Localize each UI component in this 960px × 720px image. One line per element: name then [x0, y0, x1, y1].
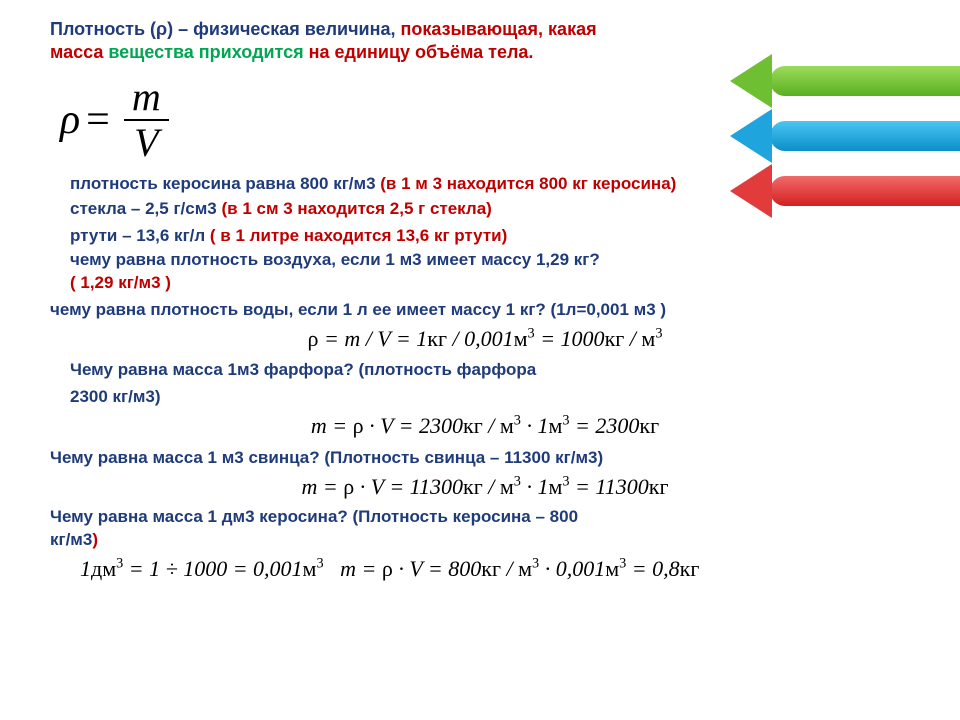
lead-line: Чему равна масса 1 м3 свинца? (Плотность… — [50, 447, 920, 470]
mercury-b: ( в 1 литре находится 13,6 кг ртути) — [210, 226, 507, 245]
kerosene-equation: 1дм3 = 1 ÷ 1000 = 0,001м3 m = ρ · V = 80… — [80, 554, 920, 584]
mercury-a: ртути – 13,6 кг/л — [70, 226, 210, 245]
formula-num: m — [124, 75, 169, 119]
formula-eq: = — [86, 96, 110, 144]
title-part4: вещества приходится — [103, 42, 303, 62]
kero-q3: ) — [92, 530, 98, 549]
kerosene-a: плотность керосина равна 800 кг/м3 — [70, 174, 380, 193]
porcelain-q1: Чему равна масса 1м3 фарфора? (плотность… — [70, 359, 920, 382]
page-content: Плотность (ρ) – физическая величина, пок… — [0, 0, 960, 596]
formula-den: V — [126, 121, 166, 165]
glass-line: стекла – 2,5 г/см3 (в 1 см 3 находится 2… — [70, 198, 920, 221]
title-block: Плотность (ρ) – физическая величина, пок… — [50, 18, 920, 63]
title-part1: Плотность (ρ) – физическая величина, — [50, 19, 395, 39]
formula-lhs: ρ — [60, 96, 80, 144]
air-line: чему равна плотность воздуха, если 1 м3 … — [70, 249, 920, 295]
body-text: плотность керосина равна 800 кг/м3 (в 1 … — [50, 173, 920, 584]
porcelain-q2: 2300 кг/м3) — [70, 386, 920, 409]
kerosene-line: плотность керосина равна 800 кг/м3 (в 1 … — [70, 173, 920, 196]
air-q1: чему равна плотность воздуха, если 1 м3 … — [70, 250, 600, 269]
title-part2: показывающая, какая — [395, 19, 596, 39]
kero-q1: Чему равна масса 1 дм3 керосина? (Плотно… — [50, 506, 920, 529]
kero-q2: кг/м3 — [50, 530, 92, 549]
formula-fraction: m V — [124, 75, 169, 165]
porcelain-equation: m = ρ · V = 2300кг / м3 · 1м3 = 2300кг — [50, 411, 920, 441]
density-formula: ρ = m V — [60, 75, 920, 165]
glass-a: стекла – 2,5 г/см3 — [70, 199, 221, 218]
kerosene-b: (в 1 м 3 находится 800 кг керосина) — [380, 174, 676, 193]
water-equation: ρ = m / V = 1кг / 0,001м3 = 1000кг / м3 — [50, 324, 920, 354]
water-line: чему равна плотность воды, если 1 л ее и… — [50, 299, 920, 322]
glass-b: (в 1 см 3 находится 2,5 г стекла) — [221, 199, 491, 218]
title-part5: на единицу объёма тела. — [304, 42, 534, 62]
mercury-line: ртути – 13,6 кг/л ( в 1 литре находится … — [70, 225, 920, 248]
kero-q2-line: кг/м3) — [50, 529, 920, 552]
lead-equation: m = ρ · V = 11300кг / м3 · 1м3 = 11300кг — [50, 472, 920, 502]
title-part3: масса — [50, 42, 103, 62]
air-q2: ( 1,29 кг/м3 ) — [70, 273, 171, 292]
